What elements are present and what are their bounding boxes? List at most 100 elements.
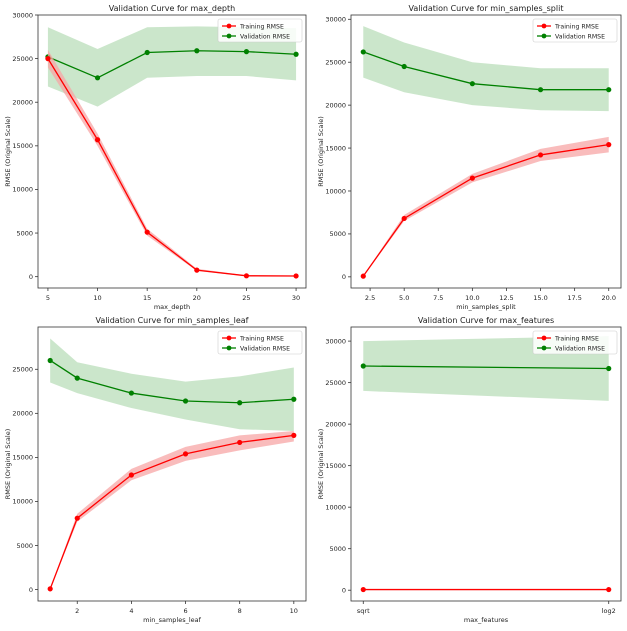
x-tick-label: 8 xyxy=(238,607,242,615)
y-tick-label: 15000 xyxy=(325,144,346,152)
validation-rmse-point xyxy=(94,75,101,81)
validation-rmse-point xyxy=(237,400,243,406)
axes-frame xyxy=(350,14,622,289)
validation-rmse-line xyxy=(47,50,297,79)
training-rmse-point xyxy=(606,586,612,593)
y-tick-label: 20000 xyxy=(12,99,33,107)
y-tick-label: 30000 xyxy=(325,337,346,345)
legend-marker xyxy=(541,23,547,29)
chart-panel-4: sqrt log2 0 5000 10000 15000 20000 25000 30000 Va… xyxy=(317,316,622,624)
validation-rmse-point xyxy=(291,396,297,402)
legend-marker xyxy=(226,23,232,29)
x-tick-label: 7.5 xyxy=(433,294,443,302)
validation-rmse-point xyxy=(243,49,250,55)
x-tick-label: 10 xyxy=(93,294,101,302)
plot-area xyxy=(45,26,299,279)
y-tick-label: 20000 xyxy=(325,101,346,109)
training-rmse-point xyxy=(194,267,200,273)
x-tick-label: 5.0 xyxy=(399,294,409,302)
y-tick-label: 5000 xyxy=(329,545,346,553)
axes-frame xyxy=(37,326,307,602)
legend-marker xyxy=(226,345,232,351)
x-tick-label: 10.0 xyxy=(465,294,479,302)
validation-rmse-point xyxy=(606,365,612,372)
x-tick-label: sqrt xyxy=(357,607,370,615)
validation-rmse-point xyxy=(401,63,407,70)
training-rmse-point xyxy=(293,273,299,279)
x-axis-label: min_samples_leaf xyxy=(143,616,202,624)
x-tick-label: 6 xyxy=(183,607,187,615)
y-axis-label: RMSE (Original Scale) xyxy=(317,429,325,499)
legend-marker xyxy=(226,335,232,341)
y-axis-label: RMSE (Original Scale) xyxy=(4,116,12,186)
y-tick-label: 25000 xyxy=(12,55,33,63)
training-std-band xyxy=(50,430,294,590)
y-tick-label: 30000 xyxy=(12,11,33,19)
x-tick-label: 15.0 xyxy=(533,294,547,302)
legend-box xyxy=(532,330,618,355)
chart-title: Validation Curve for max_depth xyxy=(109,4,235,13)
validation-std-band xyxy=(50,338,294,431)
y-tick-label: 5000 xyxy=(16,229,33,237)
legend-marker xyxy=(541,33,547,39)
y-tick-label: 0 xyxy=(29,586,33,594)
y-tick-label: 15000 xyxy=(325,462,346,470)
training-rmse-line xyxy=(49,434,294,590)
x-tick-label: 12.5 xyxy=(499,294,513,302)
y-tick-label: 25000 xyxy=(12,366,33,374)
plot-area xyxy=(47,338,297,592)
y-tick-label: 20000 xyxy=(12,410,33,418)
legend-marker xyxy=(541,335,547,341)
y-tick-label: 0 xyxy=(342,587,346,595)
chart-panel-3: 2 4 6 8 10 0 5000 10000 15000 20000 25000 Validatio… xyxy=(4,316,307,624)
y-tick-label: 25000 xyxy=(325,59,346,67)
y-tick-label: 5000 xyxy=(16,542,33,550)
x-axis-label: min_samples_split xyxy=(456,303,516,311)
y-tick-label: 15000 xyxy=(12,142,33,150)
chart-title: Validation Curve for min_samples_split xyxy=(409,4,564,13)
legend-entry-training: Training RMSE xyxy=(239,23,284,30)
chart-panel-2: 2.5 5.0 7.5 10.0 12.5 15.0 17.5 20.0 0 5000 10000 1… xyxy=(317,4,622,311)
x-tick-label: 17.5 xyxy=(567,294,581,302)
legend-box xyxy=(532,18,618,43)
training-rmse-point xyxy=(606,142,612,148)
plot-area xyxy=(360,336,612,593)
y-tick-label: 0 xyxy=(342,273,346,281)
validation-rmse-point xyxy=(74,375,80,381)
validation-rmse-point xyxy=(360,49,366,55)
chart-panel-1: 5 10 15 20 25 30 0 5000 10000 15000 20000 25000 3000… xyxy=(4,4,307,311)
axes-frame xyxy=(350,326,622,602)
training-rmse-point xyxy=(360,586,366,593)
chart-title: Validation Curve for min_samples_leaf xyxy=(96,316,249,325)
validation-rmse-line xyxy=(49,359,294,404)
training-rmse-point xyxy=(128,472,134,478)
validation-rmse-point xyxy=(47,357,53,364)
legend-entry-validation: Validation RMSE xyxy=(555,345,605,352)
x-tick-label: 2 xyxy=(75,607,79,615)
training-rmse-point xyxy=(360,273,366,279)
x-tick-label: 4 xyxy=(129,607,133,615)
training-rmse-point xyxy=(144,229,150,235)
training-rmse-point xyxy=(94,137,101,143)
validation-rmse-line xyxy=(363,365,609,370)
legend: Training RMSE Validation RMSE xyxy=(532,330,618,355)
training-rmse-point xyxy=(401,215,407,222)
training-rmse-point xyxy=(469,175,475,181)
validation-rmse-point xyxy=(606,87,612,93)
legend-entry-validation: Validation RMSE xyxy=(555,33,605,40)
y-axis-label: RMSE (Original Scale) xyxy=(4,429,12,499)
training-rmse-point xyxy=(45,56,51,62)
y-tick-label: 10000 xyxy=(325,503,346,511)
training-rmse-line xyxy=(47,58,297,277)
x-axis-label: max_features xyxy=(464,616,509,624)
axes-frame xyxy=(37,14,307,289)
chart-title: Validation Curve for max_features xyxy=(418,316,554,325)
x-tick-label: 30 xyxy=(292,294,300,302)
training-rmse-point xyxy=(537,152,544,158)
legend-marker xyxy=(541,345,547,351)
training-rmse-point xyxy=(182,451,189,457)
x-tick-label: 2.5 xyxy=(365,294,375,302)
training-rmse-point xyxy=(47,586,53,592)
x-tick-label: 20.0 xyxy=(601,294,615,302)
